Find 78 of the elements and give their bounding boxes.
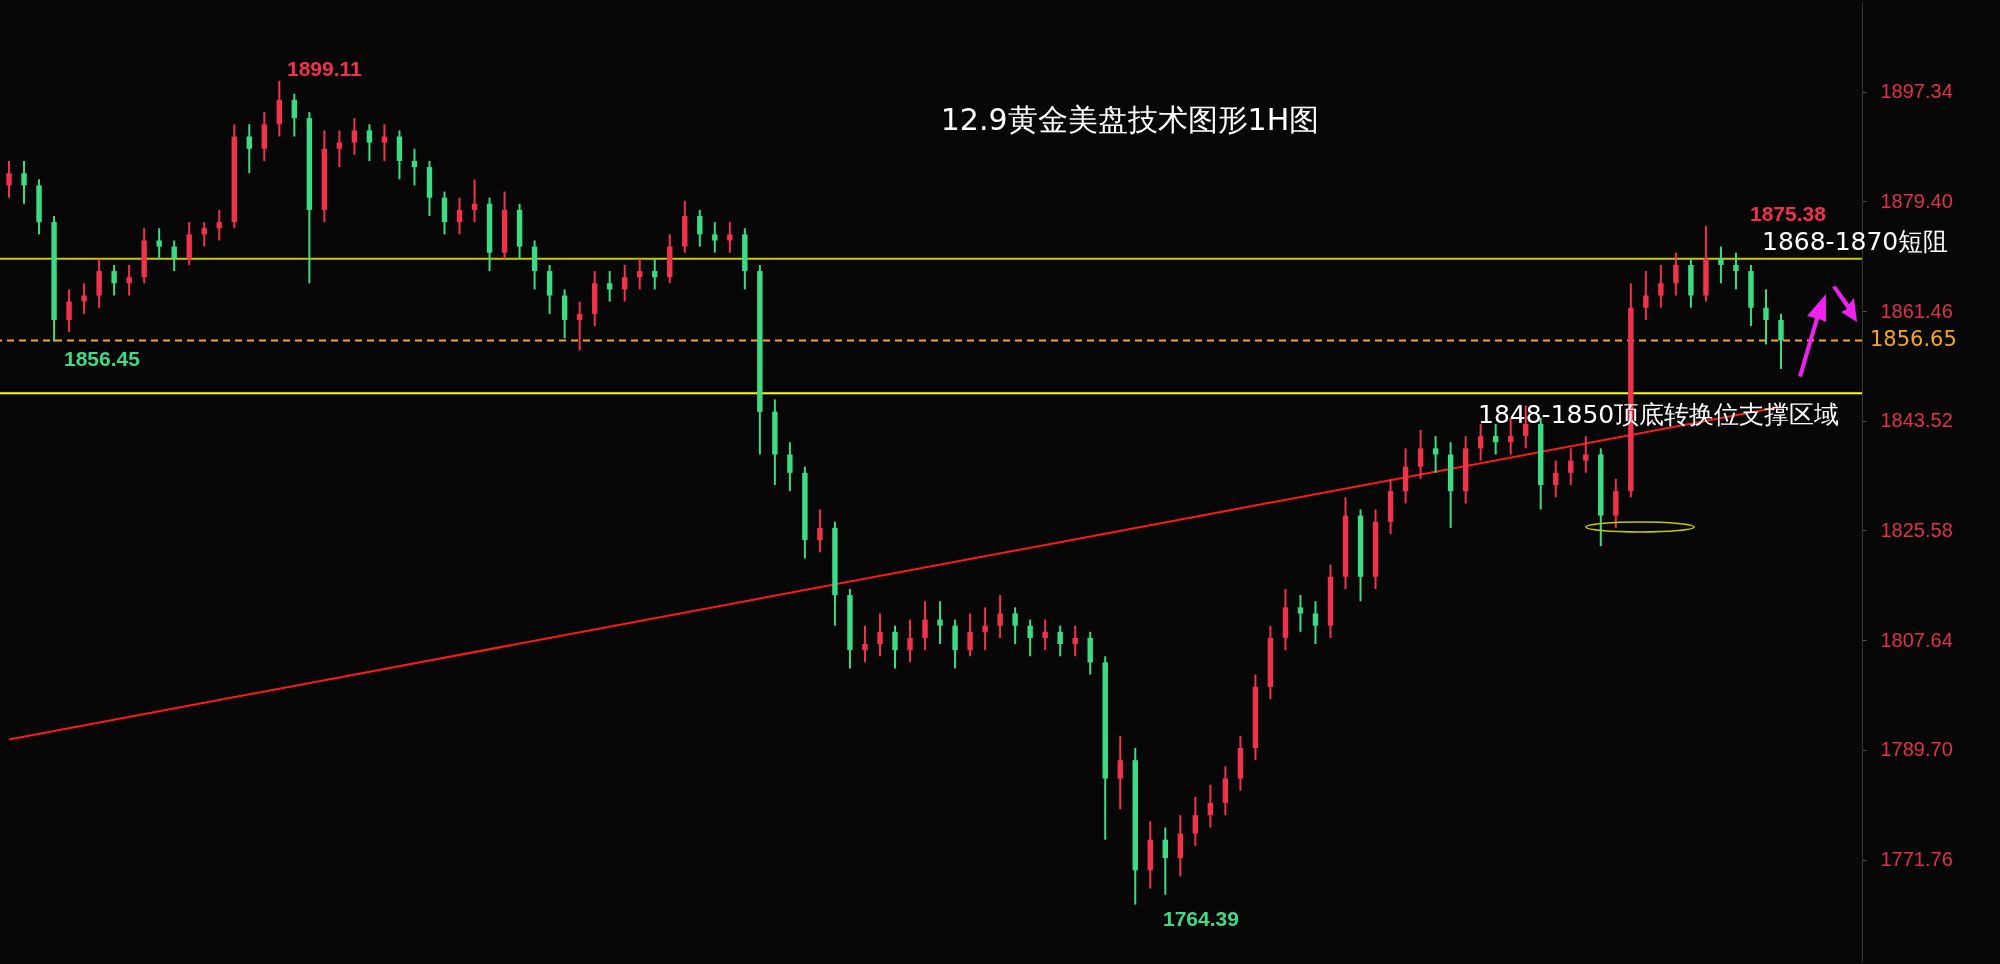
candlestick [1012,606,1018,646]
candlestick [21,159,27,205]
candlestick [246,123,252,175]
candlestick [877,612,883,658]
y-tick-label: 1789.70 [1880,738,1953,761]
candlestick [1673,251,1679,297]
candlestick [156,227,162,260]
candlestick [456,196,463,236]
candlestick [111,263,117,297]
candlestick [892,624,898,670]
candlestick [366,123,373,162]
candlestick [937,600,943,646]
candlestick [1658,263,1664,309]
candlestick [1207,783,1214,829]
candlestick [1718,245,1724,285]
candlestick [291,92,298,138]
candlestick [1417,429,1424,480]
candlestick [66,288,72,334]
candlestick [216,208,222,242]
candlestick [1477,422,1484,462]
y-tick-label: 1897.34 [1880,80,1953,103]
annotation: 1899.11 [287,57,363,80]
text: 12.9黄金美盘技术图形1H图 [939,101,1321,139]
candlestick [697,208,703,248]
candlestick [6,159,12,199]
candlestick [1027,618,1033,658]
candlestick [201,221,207,248]
candlestick [336,129,343,169]
ref-line-label: 1856.65 [1870,327,1957,352]
candlestick [997,594,1003,639]
candlestick [1297,594,1304,633]
candlestick [922,600,928,652]
candlestick [411,147,418,187]
candlestick [1763,288,1769,346]
candlestick [1583,435,1589,474]
candlestick [1072,624,1078,658]
candlestick [1057,624,1063,658]
candlestick [576,300,583,352]
candlestick [1432,435,1439,474]
annotation: 1875.38 [1750,202,1827,225]
candlestick [787,441,793,493]
candlestick [606,270,613,303]
y-tick-label: 1861.46 [1880,299,1953,322]
candlestick [621,263,628,303]
candlestick [1117,734,1123,811]
candlestick [1162,826,1169,896]
candlestick [171,239,177,273]
candlestick [126,263,132,297]
candlestick [1553,459,1559,499]
y-tick-label: 1807.64 [1880,628,1953,651]
candlestick [1312,600,1319,646]
ref-line-label: 1868-1870短阻 [1762,226,1949,256]
candlestick [81,282,87,315]
candlestick [1568,447,1574,487]
candlestick [982,606,988,652]
candlestick [1492,422,1499,456]
candlestick [471,178,478,224]
annotation: 1764.39 [1163,907,1239,930]
candlestick [652,257,658,291]
candlestick [712,221,718,254]
candlestick [637,257,643,291]
y-tick-label: 1843.52 [1880,409,1953,432]
annotation: 1856.45 [64,347,141,370]
candlestick [1733,251,1739,291]
candlestick [1042,618,1048,652]
candlestick [381,123,388,162]
y-tick-label: 1825.58 [1880,518,1953,541]
y-tick-label: 1879.40 [1880,189,1953,212]
candlestick [1192,795,1199,847]
candlestick [862,624,868,664]
candlestick [907,618,913,664]
candlestick [817,508,823,554]
candlestick [351,117,358,156]
candlestick [1778,312,1784,370]
y-tick-label: 1771.76 [1880,848,1953,871]
candlestick [727,221,733,254]
candlestick [967,612,973,658]
candlestick [1643,270,1649,321]
